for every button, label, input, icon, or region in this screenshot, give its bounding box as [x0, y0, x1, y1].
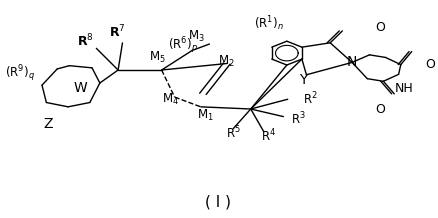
Text: (R$^{6}$)$_{p}$: (R$^{6}$)$_{p}$	[168, 36, 198, 56]
Text: R$^{2}$: R$^{2}$	[303, 91, 318, 107]
Text: (R$^{9}$)$_{q}$: (R$^{9}$)$_{q}$	[5, 63, 35, 83]
Text: Y: Y	[299, 73, 307, 87]
Text: M$_{5}$: M$_{5}$	[148, 49, 165, 65]
Text: R$^{4}$: R$^{4}$	[261, 128, 276, 144]
Text: O: O	[375, 21, 385, 34]
Text: Z: Z	[43, 117, 53, 131]
Text: M$_{2}$: M$_{2}$	[218, 54, 234, 69]
Text: R$^{3}$: R$^{3}$	[291, 111, 306, 127]
Text: M$_{3}$: M$_{3}$	[188, 29, 205, 44]
Text: NH: NH	[395, 82, 413, 95]
Text: R$^{8}$: R$^{8}$	[77, 32, 94, 49]
Text: M$_{1}$: M$_{1}$	[197, 108, 214, 123]
Text: R$^{7}$: R$^{7}$	[109, 24, 125, 40]
Text: W: W	[74, 81, 87, 95]
Text: N: N	[347, 55, 357, 69]
Text: M$_{4}$: M$_{4}$	[162, 92, 179, 107]
Text: ( I ): ( I )	[205, 195, 231, 210]
Text: (R$^{1}$)$_{n}$: (R$^{1}$)$_{n}$	[254, 14, 284, 33]
Text: R$^{5}$: R$^{5}$	[226, 124, 241, 141]
Text: O: O	[375, 102, 385, 116]
Text: O: O	[425, 58, 435, 71]
